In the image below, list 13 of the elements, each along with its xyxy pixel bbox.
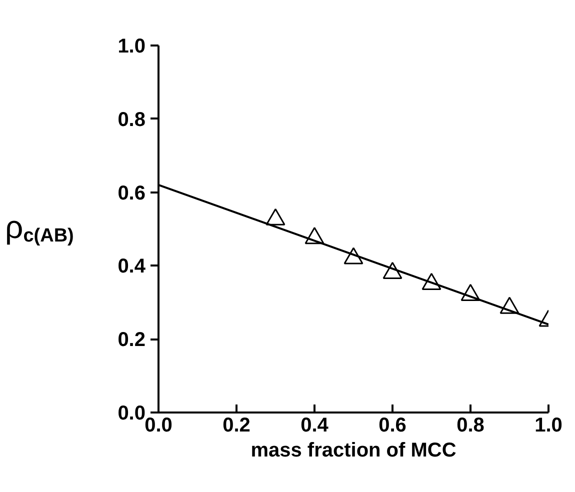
x-tick-label: 0.2	[222, 414, 250, 436]
y-axis-title: ρ$_{c(AB)}$	[5, 209, 74, 246]
y-tick-label: 0.4	[118, 256, 146, 278]
x-axis-title: mass fraction of MCC	[250, 440, 456, 462]
y-tick-label: 0.2	[118, 329, 146, 352]
y-tick-label: 0.8	[118, 108, 146, 131]
x-tick-label: 0.0	[144, 414, 172, 436]
y-tick-label: 1.0	[118, 36, 146, 58]
x-tick-label: 0.6	[378, 414, 406, 436]
x-tick-label: 1.0	[534, 414, 562, 436]
x-tick-label: 0.4	[300, 414, 330, 436]
y-tick-label: 0.6	[118, 182, 146, 204]
x-tick-label: 0.8	[456, 414, 484, 436]
